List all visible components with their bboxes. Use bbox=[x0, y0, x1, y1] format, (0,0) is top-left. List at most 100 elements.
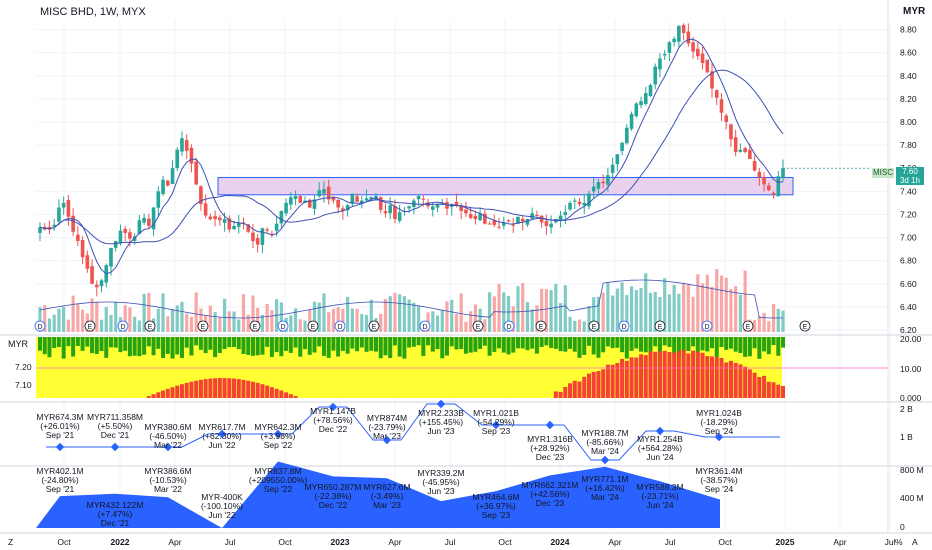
indicator-green-bar bbox=[624, 337, 629, 359]
indicator-green-bar bbox=[250, 337, 255, 356]
indicator-green-bar bbox=[52, 337, 57, 349]
indicator-green-bar bbox=[771, 337, 776, 346]
timezone-button: Z bbox=[8, 537, 13, 547]
volume-bar bbox=[109, 314, 113, 332]
volume-bar bbox=[312, 301, 317, 332]
volume-bar bbox=[147, 292, 151, 332]
candle-body bbox=[582, 202, 587, 206]
indicator-green-bar bbox=[369, 337, 374, 351]
volume-bar bbox=[156, 308, 160, 332]
candle-body bbox=[653, 66, 658, 85]
price-tick-label: 7.40 bbox=[900, 186, 917, 196]
volume-bar bbox=[161, 293, 165, 332]
indicator-green-bar bbox=[700, 337, 705, 351]
candle-body bbox=[686, 31, 691, 44]
indicator-red-bar bbox=[156, 392, 161, 398]
volume-bar bbox=[194, 292, 198, 332]
volume-bar bbox=[506, 295, 511, 332]
indicator-green-bar bbox=[568, 337, 573, 349]
candle-body bbox=[369, 197, 374, 200]
indicator-green-bar bbox=[279, 337, 284, 357]
candle-body bbox=[677, 26, 681, 42]
volume-bar bbox=[251, 295, 255, 332]
indicator-green-bar bbox=[189, 337, 194, 356]
earnings-period: Sep '22 bbox=[264, 440, 293, 450]
candle-body bbox=[52, 224, 56, 227]
candle-body bbox=[170, 168, 175, 184]
candle-body bbox=[118, 230, 123, 244]
candle-body bbox=[591, 186, 596, 192]
volume-bar bbox=[260, 314, 265, 332]
candle-body bbox=[520, 218, 525, 222]
indicator-green-bar bbox=[402, 337, 407, 359]
candle-body bbox=[378, 197, 383, 210]
indicator-red-bar bbox=[184, 382, 189, 398]
candle-body bbox=[719, 99, 724, 113]
volume-bar bbox=[454, 313, 459, 332]
indicator-green-bar bbox=[217, 337, 222, 353]
earnings-tick-label: 1 B bbox=[900, 432, 913, 442]
price-tick-label: 7.00 bbox=[900, 233, 917, 243]
indicator-green-bar bbox=[459, 337, 464, 350]
earnings-value: MYR1.316B bbox=[527, 434, 573, 444]
dividend-marker-icon bbox=[419, 320, 431, 332]
indicator-green-bar bbox=[662, 337, 667, 346]
indicator-red-bar bbox=[572, 380, 577, 398]
indicator-green-bar bbox=[260, 337, 265, 355]
candle-body bbox=[724, 115, 729, 122]
candle-body bbox=[109, 247, 113, 267]
indicator-green-bar bbox=[501, 337, 506, 353]
volume-bar bbox=[516, 286, 520, 332]
indicator-green-bar bbox=[90, 337, 95, 354]
dividend-marker-icon bbox=[277, 320, 289, 332]
volume-bar bbox=[270, 309, 274, 332]
currency-label[interactable]: MYR bbox=[903, 6, 926, 17]
volume-bar bbox=[691, 296, 695, 332]
candle-body bbox=[151, 207, 156, 230]
candle-body bbox=[227, 218, 232, 230]
time-axis-label: 2024 bbox=[551, 537, 570, 547]
candle-body bbox=[76, 234, 80, 242]
indicator-green-bar bbox=[634, 337, 639, 349]
volume-bar bbox=[137, 320, 141, 332]
volume-bar bbox=[686, 284, 690, 332]
price-tick-label: 6.40 bbox=[900, 302, 917, 312]
indicator-green-bar bbox=[236, 337, 241, 350]
earnings-change: (-85.66%) bbox=[586, 437, 623, 447]
candle-body bbox=[57, 207, 61, 222]
volume-bar bbox=[667, 294, 672, 332]
candle-body bbox=[771, 192, 776, 195]
candle-body bbox=[696, 48, 700, 57]
indicator-green-bar bbox=[705, 337, 710, 352]
indicator-green-bar bbox=[307, 337, 312, 355]
indicator-green-bar bbox=[681, 337, 686, 359]
indicator-red-bar bbox=[596, 371, 601, 398]
indicator-red-bar bbox=[553, 391, 558, 398]
indicator-green-bar bbox=[161, 337, 166, 359]
indicator-red-bar bbox=[667, 352, 672, 398]
candle-body bbox=[199, 186, 203, 205]
indicator-green-bar bbox=[75, 337, 80, 346]
earnings-period: Sep '21 bbox=[46, 430, 75, 440]
candle-body bbox=[440, 204, 445, 206]
candle-body bbox=[781, 168, 785, 179]
indicator-green-bar bbox=[198, 337, 203, 350]
candle-body bbox=[66, 200, 71, 217]
indicator-green-bar bbox=[667, 337, 672, 347]
earnings-diamond-icon bbox=[163, 442, 173, 452]
indicator-red-bar bbox=[601, 369, 606, 398]
earnings-change: (+5.50%) bbox=[98, 421, 133, 431]
revenue-change: (-100.10%) bbox=[201, 501, 243, 511]
candle-body bbox=[165, 180, 170, 186]
earnings-value: MYR1.254B bbox=[637, 434, 683, 444]
revenue-change: (-24.80%) bbox=[41, 475, 78, 485]
candle-body bbox=[738, 149, 743, 152]
indicator-green-bar bbox=[274, 337, 279, 353]
indicator-red-bar bbox=[634, 357, 639, 398]
earnings-change: (-46.50%) bbox=[149, 431, 186, 441]
volume-bar bbox=[776, 308, 780, 332]
candle-body bbox=[47, 226, 52, 230]
volume-bar bbox=[123, 305, 127, 332]
candle-body bbox=[539, 215, 544, 223]
volume-bar bbox=[663, 278, 667, 332]
